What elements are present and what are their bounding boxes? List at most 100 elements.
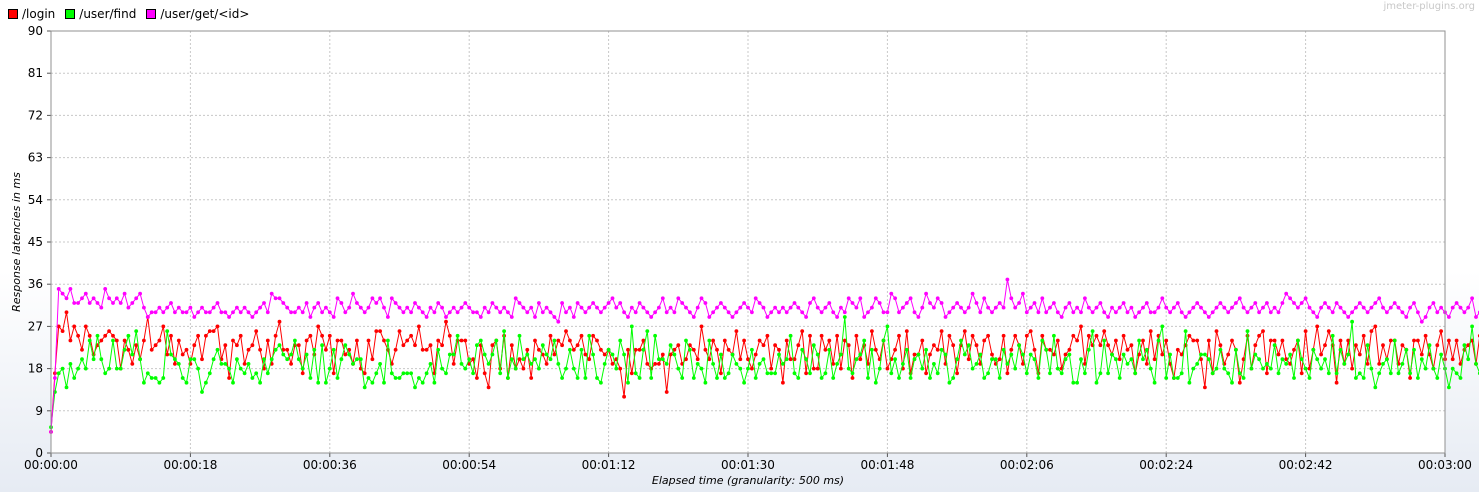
data-point [246,310,251,315]
data-point [1276,371,1281,376]
data-point [726,347,731,352]
data-point [602,362,607,366]
data-point [540,310,545,315]
data-point [897,376,901,380]
data-point [60,329,65,333]
data-point [1017,343,1021,348]
data-point [699,296,704,301]
data-point [811,366,816,371]
data-point [265,310,270,315]
data-point [1226,310,1231,315]
data-point [1423,333,1428,338]
data-point [719,371,723,376]
data-point [95,301,100,305]
series-user-find [49,315,1479,430]
data-point [943,352,948,357]
data-point [819,376,824,380]
data-point [1013,333,1018,338]
data-point [122,291,127,296]
data-point [1357,371,1362,376]
data-point [955,357,959,362]
data-point [893,347,897,352]
data-point [1106,315,1110,319]
data-point [1334,380,1339,385]
data-point [386,338,390,343]
data-point [1121,352,1126,357]
data-point [355,301,359,305]
data-point [300,310,305,315]
data-point [629,324,634,329]
plot-border [50,30,1446,454]
data-point [726,310,731,315]
data-point [1102,310,1107,315]
data-point [114,296,119,301]
data-point [912,352,917,357]
data-point [982,338,987,343]
data-point [684,338,688,343]
data-point [157,380,162,385]
x-tick-label: 00:02:06 [1000,458,1054,472]
data-point [180,310,185,315]
data-point [548,357,553,362]
data-point [1454,371,1459,376]
data-point [277,319,282,324]
data-point [1385,310,1389,315]
data-point [676,296,681,301]
data-point [114,366,119,371]
y-tick-label: 81 [28,66,43,80]
data-point [223,343,228,348]
data-point [916,315,921,319]
data-point [823,371,828,376]
data-point [157,338,162,343]
data-point [595,305,599,310]
data-point [711,310,715,315]
data-point [1044,310,1049,315]
data-point [1218,343,1223,348]
data-point [99,305,104,310]
data-point [1381,305,1385,310]
data-point [420,310,425,315]
data-point [153,376,158,380]
data-point [599,380,603,385]
data-point [962,352,967,357]
data-point [382,338,386,343]
data-point [1253,301,1258,305]
data-point [1144,347,1149,352]
data-point [734,362,739,366]
data-point [1330,333,1335,338]
data-point [53,376,57,380]
x-tick-label: 00:01:30 [721,458,775,472]
data-point [1373,324,1378,329]
data-point [273,347,278,352]
data-point [990,357,994,362]
data-point [939,329,944,333]
data-point [858,352,863,357]
data-point [471,357,475,362]
data-point [920,338,925,343]
data-point [486,310,491,315]
data-point [827,301,832,305]
data-point [591,333,595,338]
data-point [521,305,526,310]
data-point [1462,310,1467,315]
data-point [1392,338,1397,343]
data-point [1164,305,1169,310]
data-point [850,376,855,380]
data-point [746,366,750,371]
data-point [56,324,61,329]
data-point [1280,301,1285,305]
data-point [1040,338,1045,343]
data-point [207,310,212,315]
data-point [68,362,73,366]
data-point [1075,338,1079,343]
data-point [1114,310,1118,315]
data-point [1245,329,1250,333]
data-point [130,352,135,357]
data-point [246,347,251,352]
data-point [1253,343,1258,348]
data-point [382,305,386,310]
data-point [250,376,255,380]
data-point [281,352,286,357]
y-tick-label: 72 [28,108,43,122]
data-point [455,310,460,315]
